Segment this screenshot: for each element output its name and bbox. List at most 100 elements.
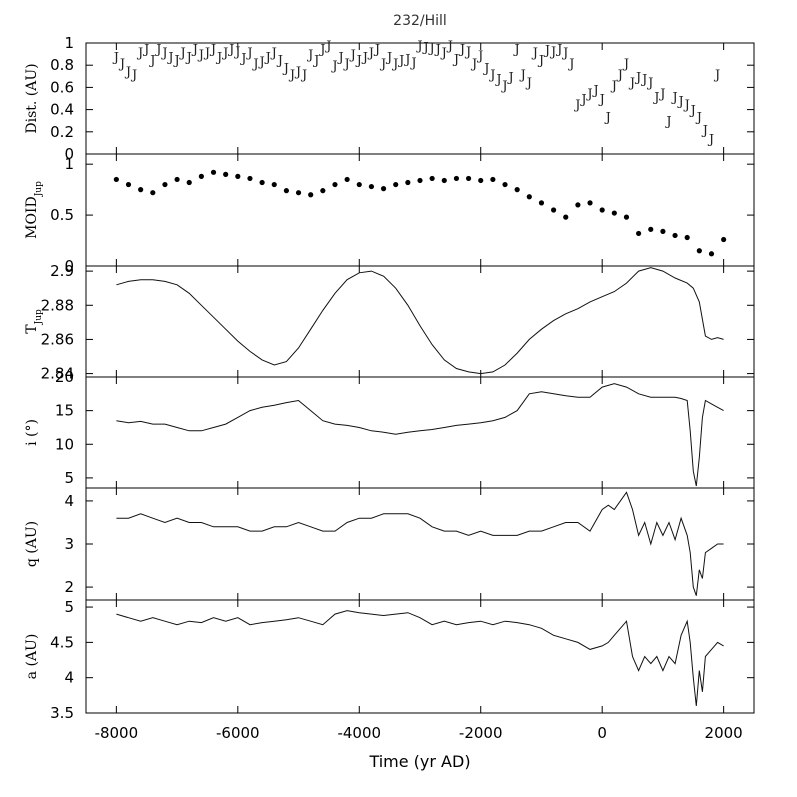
j-marker: J [549,45,556,60]
x-tick-label: -8000 [95,724,139,742]
y-tick-label: 0.5 [50,206,74,224]
j-marker: J [349,48,356,63]
data-point [429,175,435,182]
j-marker: J [282,61,289,76]
j-marker: J [185,50,192,65]
data-point [405,179,411,186]
x-tick-label: 0 [597,724,607,742]
data-point [235,173,241,179]
data-point [125,181,132,188]
data-point [672,232,678,239]
j-marker: J [136,46,143,61]
j-marker: J [203,46,210,61]
j-marker: J [543,44,550,59]
data-point [514,187,520,193]
j-marker: J [519,68,526,83]
y-axis-title: a (AU) [24,634,40,680]
j-marker: J [355,54,362,69]
j-marker: J [604,110,611,125]
j-marker: J [142,43,149,58]
j-marker: J [652,90,659,105]
j-marker: J [634,70,641,85]
j-marker: J [264,50,271,65]
y-tick-label: 0.8 [50,56,74,74]
data-point [271,181,277,188]
j-marker: J [300,68,307,83]
panel-frame [85,487,755,601]
series-line [116,610,724,706]
data-point [162,181,168,188]
j-marker: J [561,46,568,61]
j-marker: J [306,48,313,63]
data-point [150,190,156,196]
j-marker: J [640,73,647,88]
data-point [465,175,472,182]
j-marker: J [610,79,617,94]
j-marker: J [257,55,264,70]
data-point [380,186,387,192]
x-tick-label: 2000 [705,724,743,742]
j-marker: J [385,50,392,65]
data-point [623,214,630,220]
j-marker: J [373,43,380,58]
data-point [174,176,180,183]
y-tick-label: 3 [64,535,74,553]
data-point [551,207,557,213]
y-axis-title: Dist. (AU) [24,63,40,133]
y-axis-title: i (°) [24,419,40,446]
j-marker: J [343,57,350,72]
j-marker: J [379,57,386,72]
j-marker: J [197,48,204,63]
j-marker: J [591,84,598,99]
data-point [283,188,289,194]
j-marker: J [513,43,520,58]
data-point [478,177,484,184]
j-marker: J [525,76,532,91]
j-marker: J [646,76,653,91]
panel-frame [85,265,755,378]
data-point [417,177,423,184]
j-marker: J [506,70,513,85]
data-point [721,236,727,243]
y-tick-label: 4 [64,669,74,687]
y-tick-label: 4 [64,492,74,510]
y-tick-label: 1 [64,34,74,52]
y-tick-label: 10 [55,435,74,453]
j-marker: J [191,43,198,58]
data-point [332,181,338,188]
y-tick-label: 0.2 [50,123,74,141]
y-tick-label: 2.88 [41,296,74,314]
data-point [186,179,192,186]
j-marker: J [270,46,277,61]
chart-title: 232/Hill [393,13,447,29]
j-marker: J [239,51,246,66]
j-marker: J [154,43,161,58]
data-point [198,173,204,179]
data-point [259,179,265,186]
y-axis-title-subscript: Jup [34,181,44,197]
j-marker: J [403,53,410,68]
data-point [113,176,119,183]
data-point [526,194,532,200]
j-marker: J [531,46,538,61]
j-marker: J [598,93,605,108]
j-marker: J [628,76,635,91]
j-marker: J [683,98,690,113]
data-point [393,181,399,188]
j-marker: J [233,45,240,60]
j-marker: J [488,68,495,83]
j-marker: J [215,50,222,65]
j-marker: J [160,46,167,61]
j-marker: J [324,39,331,54]
j-marker: J [409,56,416,71]
j-marker: J [494,73,501,88]
j-marker: J [276,54,283,69]
j-marker: J [664,115,671,130]
j-marker: J [464,45,471,60]
j-marker: J [245,46,252,61]
data-point [356,181,362,188]
data-point [210,169,217,175]
j-marker: J [397,54,404,69]
